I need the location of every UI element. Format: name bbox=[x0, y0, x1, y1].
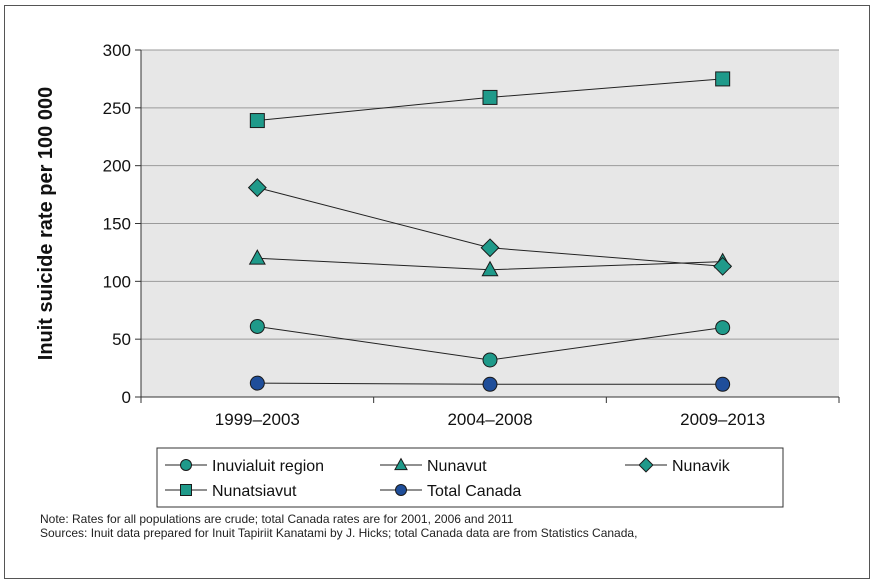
y-tick-label: 50 bbox=[112, 330, 131, 349]
y-tick-label: 0 bbox=[122, 388, 131, 407]
legend-item: Total Canada bbox=[380, 483, 521, 500]
legend-marker bbox=[395, 484, 407, 496]
legend-label: Nunatsiavut bbox=[212, 483, 297, 500]
line-chart: 0 50 100 150 200 250 300 1999–2003 2004–2008 200… bbox=[35, 41, 840, 508]
series-nunavut bbox=[248, 249, 732, 277]
data-point bbox=[482, 89, 498, 105]
legend: Inuvialuit region Nunavut Nunavik Nunatsiav… bbox=[156, 447, 784, 508]
x-tick-label: 1999–2003 bbox=[215, 410, 300, 429]
series-nunatsiavut bbox=[249, 71, 731, 129]
legend-item: Inuvialuit region bbox=[165, 458, 324, 475]
y-tick-label: 200 bbox=[103, 157, 131, 176]
data-point bbox=[715, 376, 731, 392]
legend-label: Total Canada bbox=[427, 483, 521, 500]
data-point bbox=[247, 178, 267, 198]
series-total-canada bbox=[249, 375, 731, 392]
x-axis: 1999–2003 2004–2008 2009–2013 bbox=[140, 396, 840, 429]
gridlines bbox=[141, 49, 839, 340]
data-point bbox=[481, 260, 499, 277]
legend-label: Inuvialuit region bbox=[212, 458, 324, 475]
x-tick-label: 2004–2008 bbox=[447, 410, 532, 429]
legend-item: Nunavik bbox=[625, 457, 731, 475]
legend-label: Nunavik bbox=[672, 458, 731, 475]
data-point bbox=[482, 376, 498, 392]
data-point bbox=[715, 320, 731, 336]
legend-marker bbox=[180, 459, 192, 471]
y-tick-label: 300 bbox=[103, 41, 131, 60]
data-point bbox=[480, 238, 500, 258]
data-point bbox=[715, 71, 731, 87]
series-group bbox=[247, 71, 733, 392]
data-point bbox=[482, 352, 498, 368]
sources-line: Sources: Inuit data prepared for Inuit T… bbox=[40, 526, 638, 540]
y-axis-label: Inuit suicide rate per 100 000 bbox=[35, 87, 57, 360]
figure-notes: Note: Rates for all populations are crud… bbox=[40, 512, 637, 540]
series-nunavik bbox=[247, 178, 733, 276]
legend-marker bbox=[394, 457, 408, 471]
data-point bbox=[249, 318, 265, 334]
series-inuvialuit-region bbox=[249, 318, 731, 368]
legend-marker bbox=[180, 484, 192, 496]
data-point bbox=[249, 375, 265, 391]
legend-item: Nunavut bbox=[380, 457, 487, 475]
y-tick-label: 100 bbox=[103, 272, 131, 291]
legend-item: Nunatsiavut bbox=[165, 483, 297, 500]
data-point bbox=[248, 249, 266, 265]
data-point bbox=[713, 256, 733, 276]
legend-label: Nunavut bbox=[427, 458, 487, 475]
y-axis: 0 50 100 150 200 250 300 bbox=[103, 41, 142, 407]
legend-marker bbox=[638, 457, 654, 473]
legend-box bbox=[156, 447, 784, 508]
note-line: Note: Rates for all populations are crud… bbox=[40, 512, 514, 526]
data-point bbox=[249, 113, 265, 129]
y-tick-label: 150 bbox=[103, 215, 131, 234]
y-tick-label: 250 bbox=[103, 99, 131, 118]
x-tick-label: 2009–2013 bbox=[680, 410, 765, 429]
